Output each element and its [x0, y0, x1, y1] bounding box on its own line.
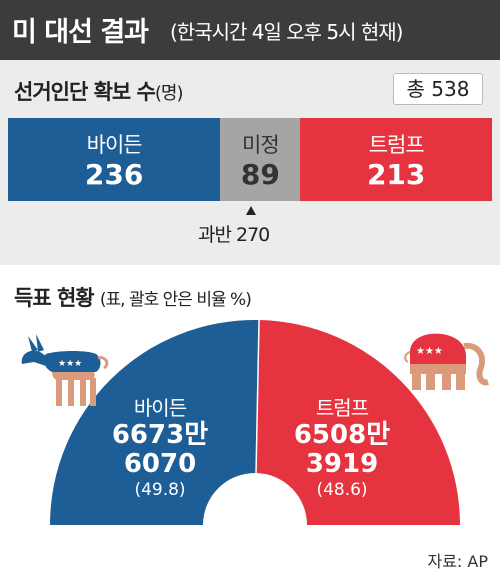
majority-label: 과반 270	[198, 224, 270, 246]
biden-electoral-value: 236	[84, 158, 144, 191]
trump-vote-label: 트럼프 6508만 3919 (48.6)	[262, 395, 422, 501]
trump-vote-arc	[256, 320, 460, 525]
donkey-icon: ★★★	[21, 334, 109, 406]
popular-vote-subtitle: (표, 괄호 안은 비율 %)	[99, 290, 252, 310]
popular-vote-title-text: 득표 현황	[14, 286, 95, 310]
popular-vote-chart: ★★★ ★★★	[21, 320, 489, 525]
biden-vote-count-1: 6673만	[111, 420, 209, 450]
majority-marker-icon	[245, 206, 256, 215]
biden-vote-percent: (49.8)	[134, 480, 186, 500]
electoral-unit: (명)	[154, 83, 184, 104]
biden-electoral-bar: 바이든 236	[8, 118, 221, 201]
trump-electoral-value: 213	[366, 158, 426, 191]
svg-text:★★★: ★★★	[58, 359, 82, 369]
biden-vote-name: 바이든	[133, 396, 187, 420]
arc-divider	[255, 320, 260, 474]
undecided-electoral-bar: 미정 89	[220, 118, 301, 201]
electoral-title: 선거인단 확보 수(명)	[14, 76, 184, 106]
biden-electoral-name: 바이든	[86, 133, 143, 157]
trump-vote-name: 트럼프	[315, 396, 369, 420]
trump-electoral-name: 트럼프	[368, 133, 425, 157]
biden-vote-label: 바이든 6673만 6070 (49.8)	[80, 395, 240, 501]
page-subtitle: (한국시간 4일 오후 5시 현재)	[170, 20, 403, 44]
undecided-electoral-value: 89	[240, 158, 280, 191]
trump-vote-percent: (48.6)	[316, 480, 368, 500]
page-title: 미 대선 결과	[12, 17, 149, 48]
biden-vote-count-2: 6070	[123, 449, 197, 479]
biden-vote-arc	[50, 320, 260, 525]
elephant-icon: ★★★	[404, 333, 489, 390]
undecided-electoral-name: 미정	[242, 133, 280, 157]
header-bar	[0, 0, 500, 60]
svg-text:★★★: ★★★	[416, 346, 443, 357]
total-electors-badge: 총 538	[393, 73, 483, 105]
source-credit: 자료: AP	[427, 552, 488, 571]
electoral-title-text: 선거인단 확보 수	[14, 80, 156, 104]
popular-vote-title: 득표 현황 (표, 괄호 안은 비율 %)	[14, 282, 252, 312]
trump-vote-count-2: 3919	[305, 449, 379, 479]
trump-vote-count-1: 6508만	[293, 420, 391, 450]
trump-electoral-bar: 트럼프 213	[300, 118, 492, 201]
